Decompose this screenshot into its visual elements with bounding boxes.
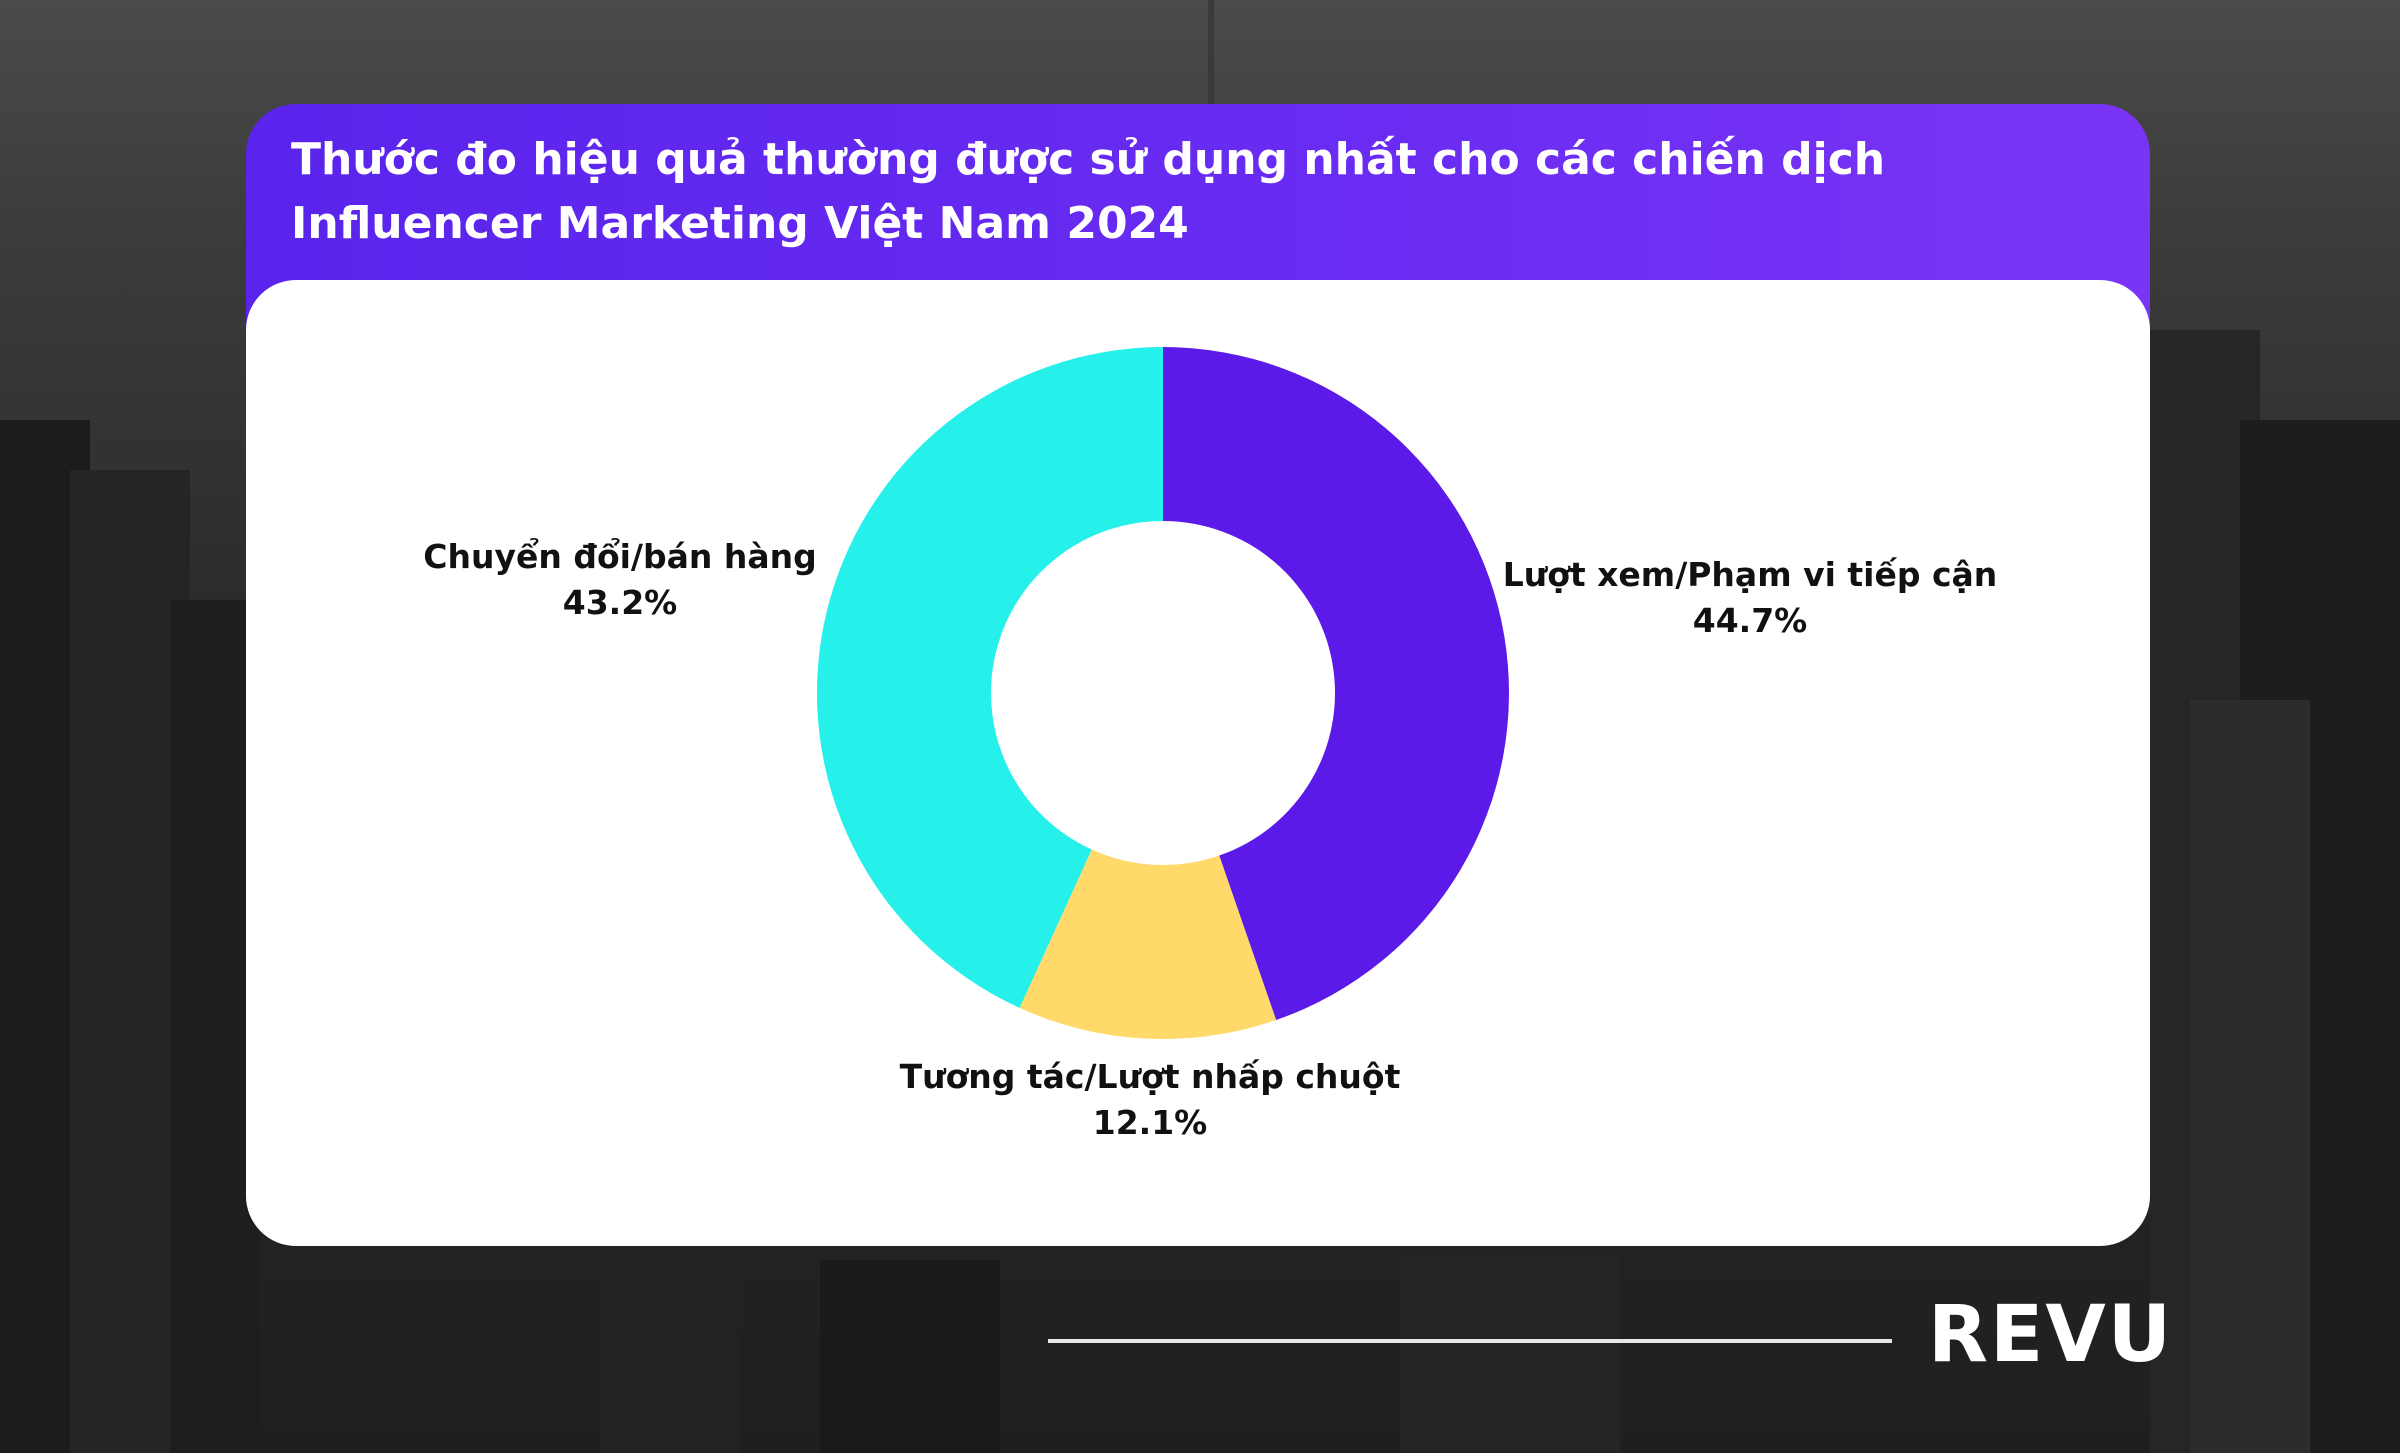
slice-label-engagement-name: Tương tác/Lượt nhấp chuột: [899, 1057, 1401, 1096]
slice-label-engagement: Tương tác/Lượt nhấp chuột 12.1%: [880, 1054, 1420, 1146]
slice-label-conversion: Chuyển đổi/bán hàng 43.2%: [400, 534, 840, 626]
title-line-2: Influencer Marketing Việt Nam 2024: [291, 198, 1189, 249]
slice-label-conversion-name: Chuyển đổi/bán hàng: [423, 537, 817, 576]
brand-logo: REVU: [1928, 1290, 2174, 1380]
slice-label-views-value: 44.7%: [1692, 601, 1808, 640]
chart-title: Thước đo hiệu quả thường được sử dụng nh…: [291, 128, 2091, 256]
slice-label-engagement-value: 12.1%: [1092, 1103, 1208, 1142]
slice-label-views-name: Lượt xem/Phạm vi tiếp cận: [1502, 555, 1998, 594]
footer-divider: [1048, 1339, 1892, 1343]
title-line-1: Thước đo hiệu quả thường được sử dụng nh…: [291, 134, 1886, 185]
donut-slice-2: [816, 347, 1163, 1008]
donut-slice-0: [1163, 347, 1510, 1020]
slice-label-views: Lượt xem/Phạm vi tiếp cận 44.7%: [1480, 552, 2020, 644]
slice-label-conversion-value: 43.2%: [562, 583, 678, 622]
donut-slice-1: [1019, 849, 1277, 1039]
